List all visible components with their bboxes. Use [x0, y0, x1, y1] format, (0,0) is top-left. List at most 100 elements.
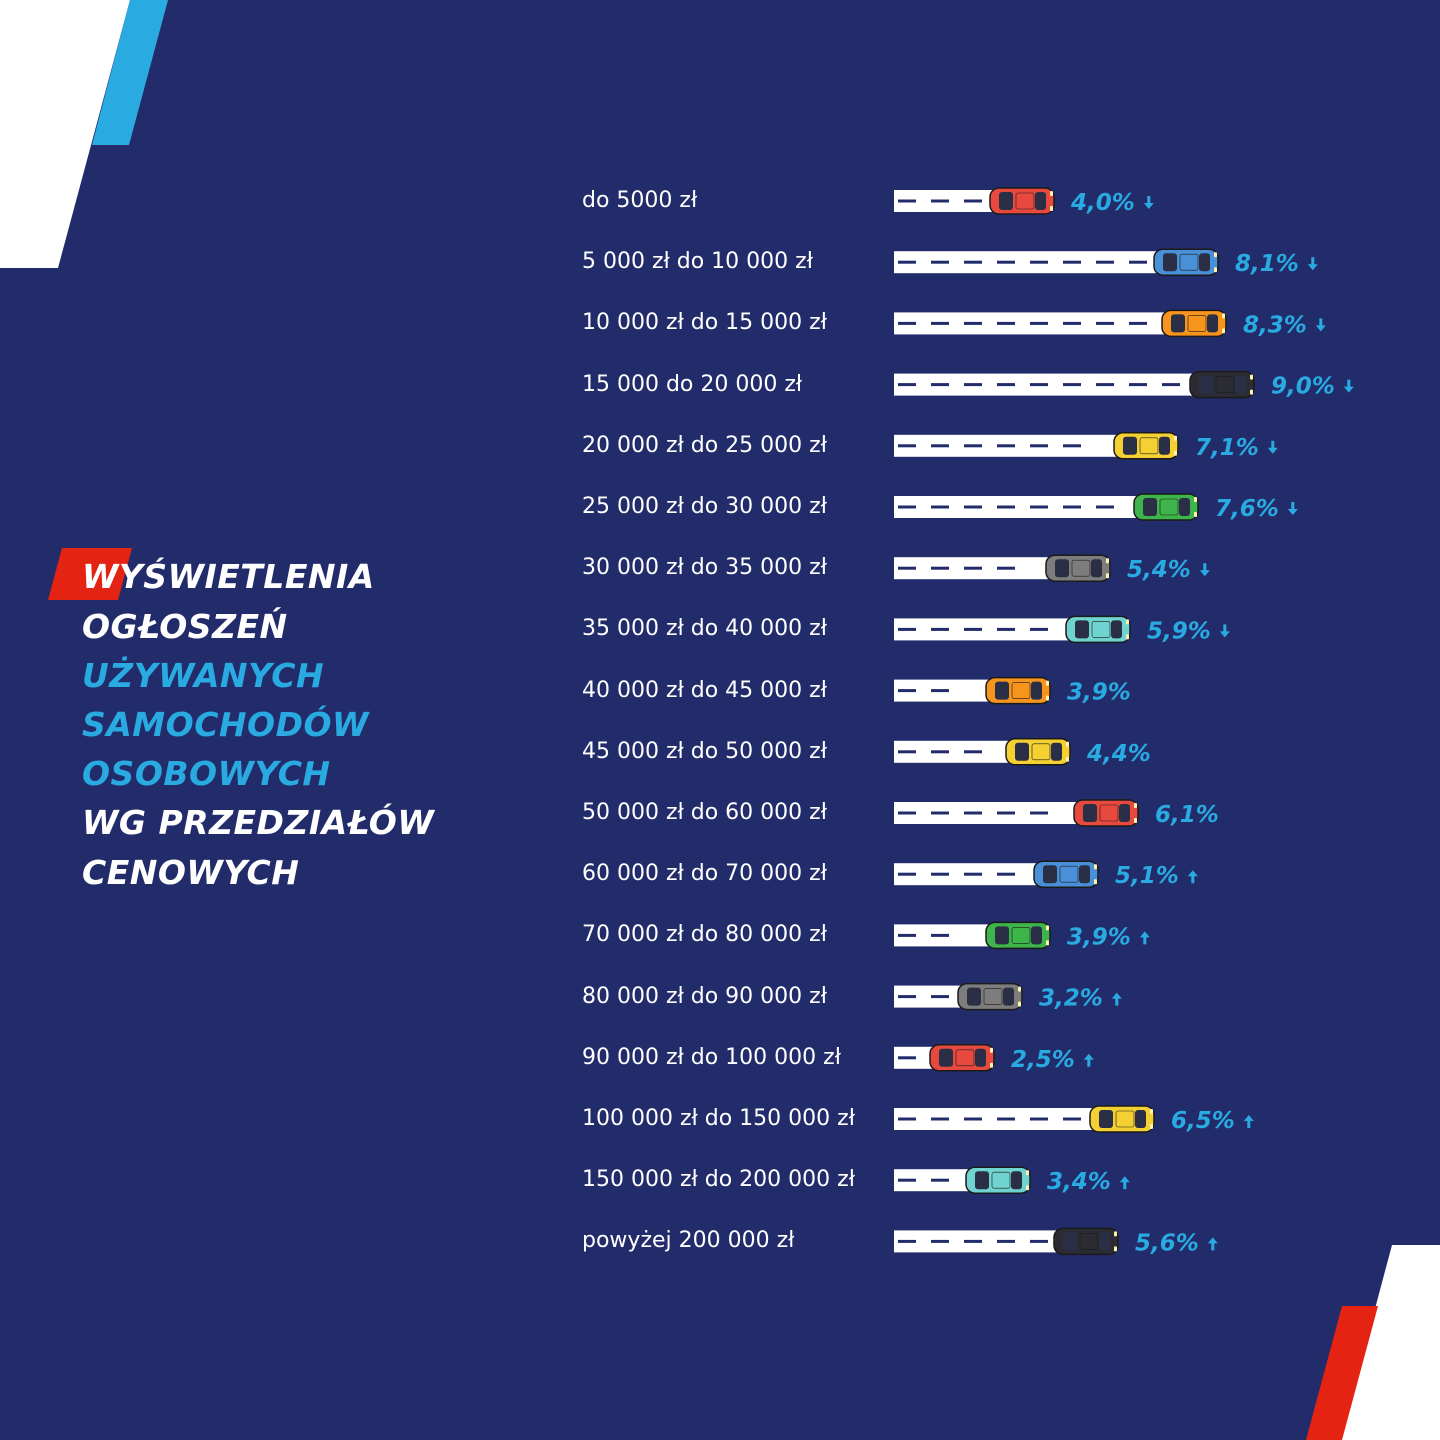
category-label: 100 000 zł do 150 000 zł — [582, 1106, 855, 1131]
road-dash — [1096, 260, 1114, 264]
value-label: 7,6% — [1215, 496, 1279, 522]
road-dash — [1030, 444, 1048, 448]
value-label: 5,1% — [1115, 863, 1179, 889]
bar — [894, 1166, 1031, 1194]
road-bar — [894, 802, 1082, 824]
title-line: OSOBOWYCH — [82, 754, 331, 793]
value-label: 2,5% — [1011, 1047, 1075, 1073]
bar — [894, 738, 1071, 766]
road-dash — [931, 1239, 949, 1243]
road-dash — [1030, 383, 1048, 387]
road-dash — [931, 1117, 949, 1121]
value-label: 3,9% — [1067, 680, 1131, 706]
arrow-up-icon — [1139, 931, 1150, 945]
road-dash — [964, 566, 982, 570]
road-dash — [931, 995, 949, 999]
road-dash — [1063, 1117, 1081, 1121]
category-label: 70 000 zł do 80 000 zł — [582, 922, 827, 948]
road-dash — [898, 1056, 916, 1060]
category-label: 10 000 zł do 15 000 zł — [582, 310, 827, 336]
category-label: 5 000 zł do 10 000 zł — [582, 249, 813, 275]
car-icon — [1073, 799, 1139, 827]
road-dash — [1063, 444, 1081, 448]
road-dash — [997, 627, 1015, 631]
category-label: 60 000 zł do 70 000 zł — [582, 861, 827, 887]
road-dash — [997, 811, 1015, 815]
value-label: 3,4% — [1047, 1169, 1111, 1195]
road-dash — [931, 383, 949, 387]
road-dash — [1063, 505, 1081, 509]
road-dash — [931, 627, 949, 631]
road-dash — [1096, 321, 1114, 325]
arrow-down-icon — [1219, 624, 1230, 638]
road-dash — [1162, 383, 1180, 387]
road-dash — [1063, 321, 1081, 325]
road-dash — [898, 933, 916, 937]
road-dash — [898, 260, 916, 264]
road-dash — [898, 199, 916, 203]
road-dash — [1129, 383, 1147, 387]
corner-blue-stripe — [92, 0, 168, 145]
category-label: 25 000 zł do 30 000 zł — [582, 494, 827, 519]
category-label: 90 000 zł do 100 000 zł — [582, 1044, 841, 1070]
arrow-up-icon — [1119, 1176, 1130, 1190]
arrow-down-icon — [1267, 440, 1278, 454]
road-dash — [964, 750, 982, 754]
road-dash — [931, 811, 949, 815]
value-label: 8,3% — [1243, 312, 1307, 338]
road-dash — [997, 1117, 1015, 1121]
title-line: WYŚWIETLENIA — [82, 557, 375, 596]
road-dash — [898, 750, 916, 754]
road-dash — [931, 260, 949, 264]
arrow-down-icon — [1343, 379, 1354, 393]
arrow-up-icon — [1187, 870, 1198, 884]
category-label: 40 000 zł do 45 000 zł — [582, 677, 827, 703]
value-label: 5,6% — [1135, 1230, 1199, 1256]
arrow-down-icon — [1199, 563, 1210, 577]
bar — [894, 799, 1139, 827]
value-label: 7,1% — [1195, 435, 1259, 461]
arrow-up-icon — [1083, 1053, 1094, 1067]
value-label: 9,0% — [1271, 374, 1335, 400]
road-dash — [964, 321, 982, 325]
road-dash — [997, 321, 1015, 325]
bar — [894, 615, 1131, 644]
title-line: OGŁOSZEŃ — [82, 607, 288, 646]
road-dash — [898, 1178, 916, 1182]
car-icon — [1189, 370, 1255, 399]
road-dash — [1096, 505, 1114, 509]
road-dash — [997, 872, 1015, 876]
value-label: 3,2% — [1039, 986, 1103, 1012]
road-dash — [898, 872, 916, 876]
arrow-down-icon — [1143, 196, 1154, 209]
road-dash — [964, 627, 982, 631]
bar — [894, 860, 1099, 888]
road-bar — [894, 740, 1014, 763]
car-icon — [1161, 309, 1227, 338]
car-icon — [1089, 1105, 1155, 1133]
arrow-down-icon — [1315, 318, 1326, 332]
road-bar — [894, 496, 1142, 518]
arrow-down-icon — [1307, 257, 1318, 271]
title-line: WG PRZEDZIAŁÓW — [82, 803, 435, 842]
road-dash — [964, 199, 982, 203]
road-dash — [997, 444, 1015, 448]
car-icon — [985, 921, 1051, 950]
road-dash — [898, 811, 916, 815]
bar — [894, 493, 1199, 521]
road-dash — [1063, 383, 1081, 387]
road-bar — [894, 1108, 1098, 1130]
bar — [894, 676, 1051, 705]
value-label: 6,1% — [1155, 802, 1219, 828]
bar — [894, 921, 1051, 950]
title-red-accent — [48, 548, 132, 600]
road-dash — [964, 872, 982, 876]
title-line: UŻYWANYCH — [82, 656, 325, 695]
corner-white-stripe — [0, 0, 130, 268]
value-label: 8,1% — [1235, 251, 1299, 277]
car-icon — [1133, 493, 1199, 521]
title-line: SAMOCHODÓW — [82, 705, 369, 744]
car-icon — [929, 1044, 995, 1072]
road-dash — [931, 689, 949, 693]
road-dash — [964, 260, 982, 264]
